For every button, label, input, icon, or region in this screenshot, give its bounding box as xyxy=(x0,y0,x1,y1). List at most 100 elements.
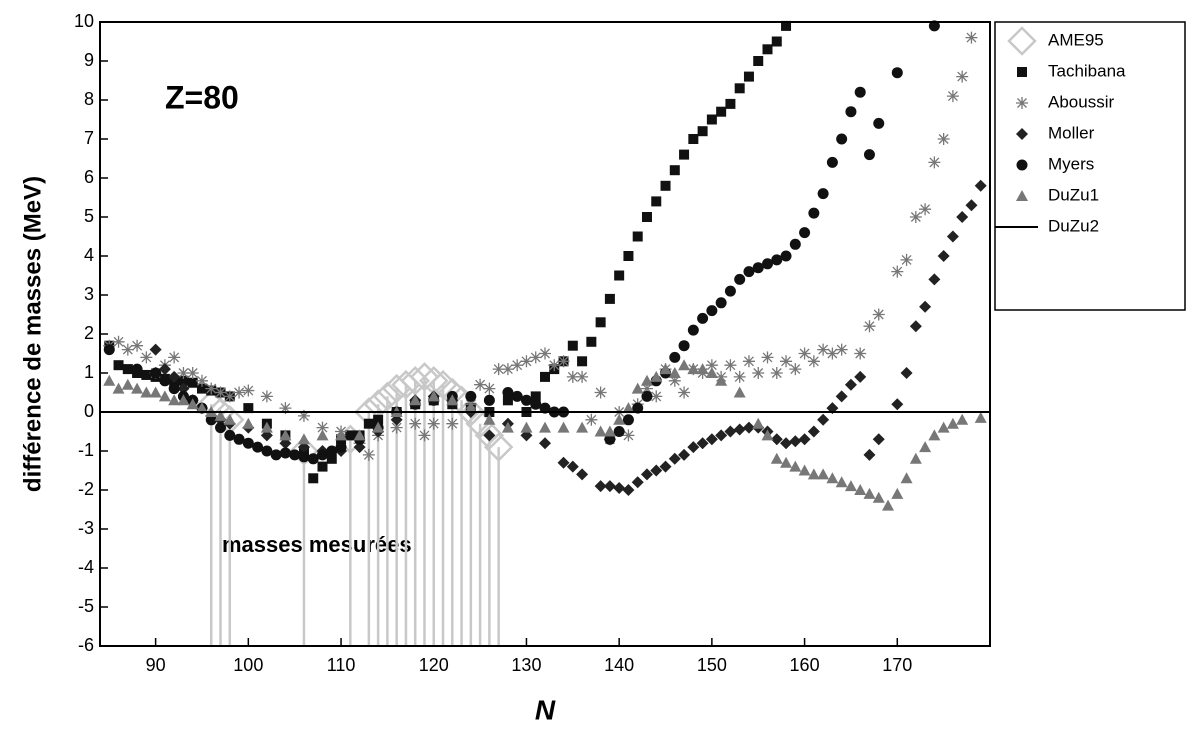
point xyxy=(353,429,366,441)
point xyxy=(817,188,829,200)
point xyxy=(103,344,115,356)
point xyxy=(168,394,181,406)
x-tick-label: 160 xyxy=(790,655,820,675)
point xyxy=(214,409,227,421)
point xyxy=(594,425,607,437)
point xyxy=(409,417,422,430)
point xyxy=(308,473,319,484)
point xyxy=(872,491,885,503)
point xyxy=(158,390,171,402)
point xyxy=(511,359,524,372)
point xyxy=(900,367,913,379)
point xyxy=(798,347,811,360)
point xyxy=(640,468,653,481)
point xyxy=(706,305,718,317)
point xyxy=(650,390,663,403)
point xyxy=(195,374,208,387)
point xyxy=(808,207,820,219)
point xyxy=(798,433,811,446)
point xyxy=(502,395,513,406)
point xyxy=(409,362,440,392)
point xyxy=(753,56,764,66)
point xyxy=(186,398,199,410)
point xyxy=(706,114,717,125)
point xyxy=(224,429,236,441)
point xyxy=(742,355,755,368)
point xyxy=(780,456,793,468)
point xyxy=(289,449,301,461)
point xyxy=(446,417,459,430)
point xyxy=(586,336,597,347)
y-tick-label: -1 xyxy=(78,440,94,460)
annotation: masses mesurées xyxy=(222,532,412,557)
point xyxy=(974,411,987,423)
point xyxy=(900,253,913,266)
point xyxy=(956,211,969,223)
point xyxy=(733,386,746,398)
point xyxy=(956,413,969,425)
point xyxy=(826,156,838,168)
point xyxy=(501,421,514,433)
point xyxy=(205,414,217,426)
point xyxy=(687,441,700,454)
point xyxy=(789,435,802,448)
point xyxy=(946,417,959,429)
point xyxy=(187,377,198,388)
point xyxy=(854,86,866,98)
y-tick-label: -6 xyxy=(78,635,94,655)
point xyxy=(233,386,246,399)
point xyxy=(781,20,792,31)
point xyxy=(613,413,626,425)
point xyxy=(799,227,811,239)
point xyxy=(956,70,969,83)
point xyxy=(279,447,291,459)
point xyxy=(270,449,282,461)
point xyxy=(650,464,663,477)
point xyxy=(909,211,922,223)
point xyxy=(279,402,292,415)
point xyxy=(817,343,830,356)
point xyxy=(335,429,348,441)
point xyxy=(530,398,542,410)
point xyxy=(511,390,523,402)
point xyxy=(641,390,653,402)
point xyxy=(679,149,690,160)
point xyxy=(622,414,634,426)
point xyxy=(928,429,941,441)
point xyxy=(140,386,153,398)
point xyxy=(548,359,561,372)
point xyxy=(103,374,116,386)
point xyxy=(1016,190,1028,201)
point xyxy=(752,417,765,429)
point xyxy=(464,402,477,414)
point xyxy=(604,433,616,445)
point xyxy=(613,482,626,495)
point xyxy=(567,340,578,351)
point xyxy=(223,390,236,403)
point xyxy=(214,386,227,399)
point xyxy=(539,421,551,433)
point xyxy=(817,413,830,426)
point xyxy=(362,448,375,461)
point xyxy=(678,359,691,371)
point xyxy=(316,429,329,441)
point xyxy=(594,480,607,493)
point xyxy=(456,397,486,427)
point xyxy=(242,437,254,449)
point xyxy=(168,370,181,383)
point xyxy=(215,422,227,434)
point xyxy=(909,452,922,464)
point xyxy=(613,426,625,437)
point xyxy=(946,90,959,103)
point xyxy=(660,180,671,191)
legend-label: Tachibana xyxy=(1048,61,1126,80)
point xyxy=(205,382,218,395)
point xyxy=(845,106,857,118)
point xyxy=(149,386,162,398)
point xyxy=(854,370,867,383)
point xyxy=(928,20,940,32)
point xyxy=(909,320,922,333)
point xyxy=(446,394,459,406)
point xyxy=(595,317,606,328)
point xyxy=(576,421,589,433)
